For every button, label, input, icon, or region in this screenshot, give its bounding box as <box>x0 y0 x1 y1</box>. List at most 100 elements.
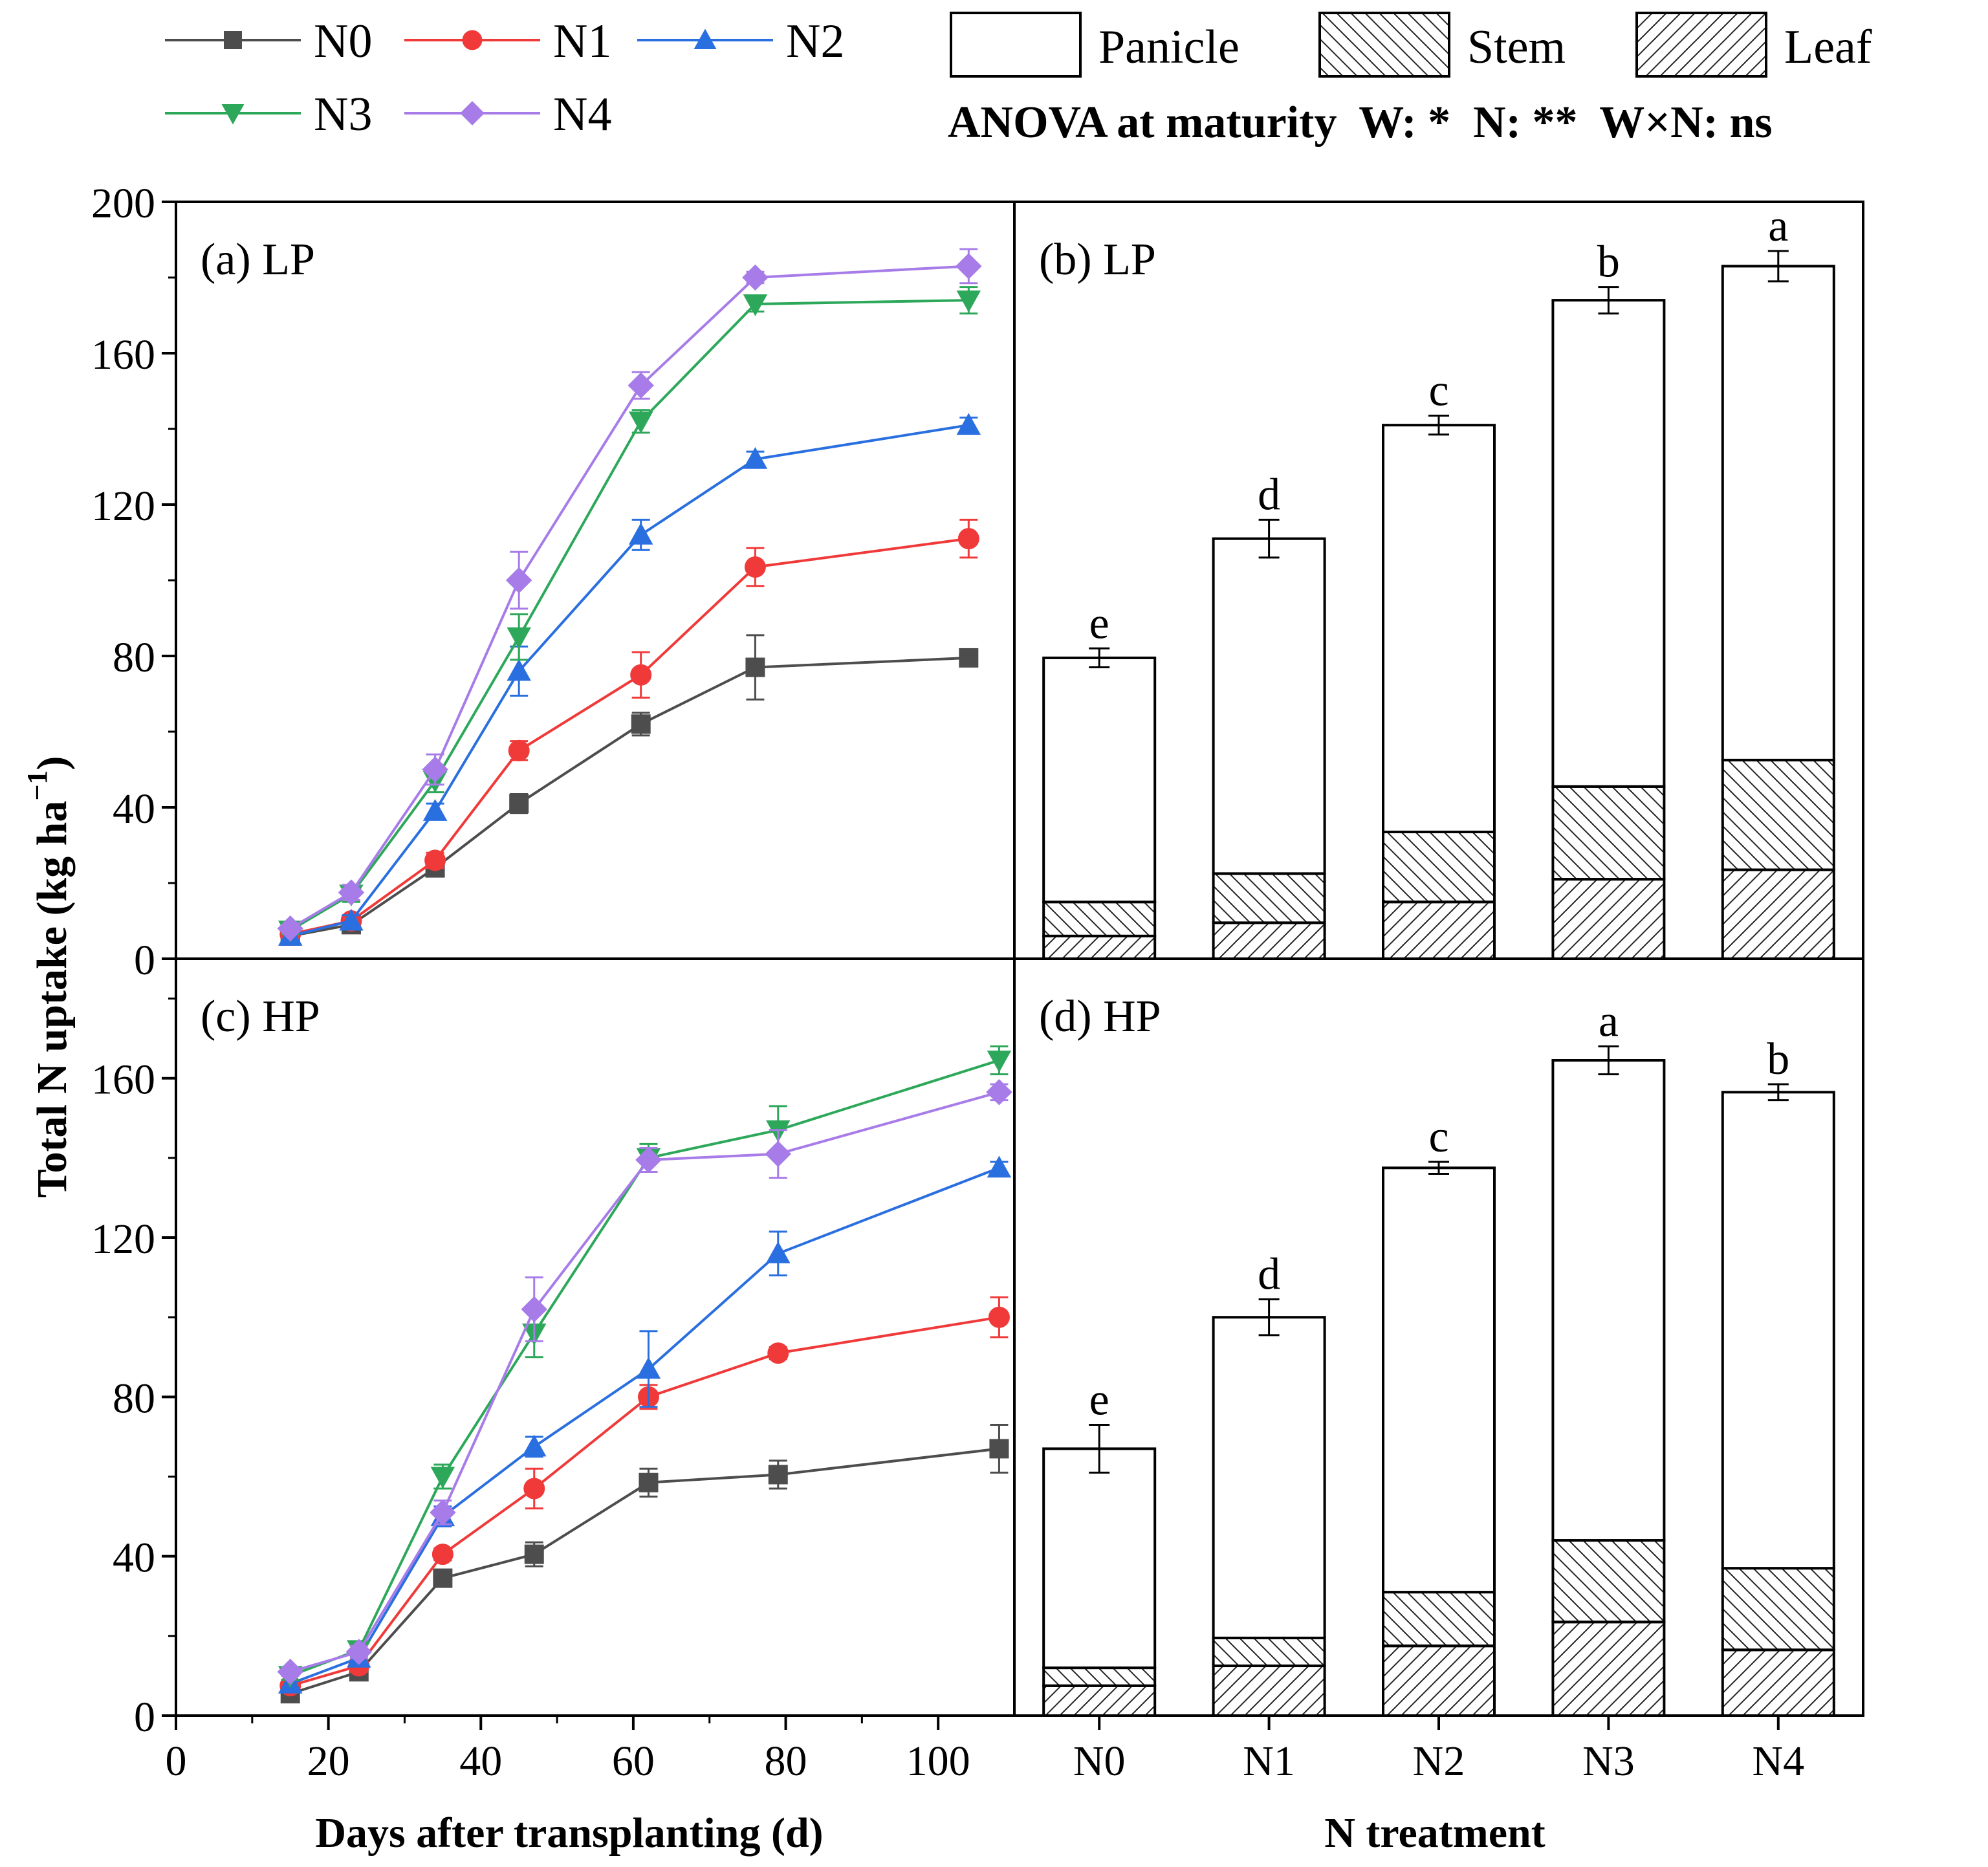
series-N2 <box>278 413 981 946</box>
x-tick-label: N2 <box>1413 1738 1465 1785</box>
panel-2: (b) LP e d c b a <box>1013 201 1864 961</box>
bar-segment-panicle <box>1212 1316 1326 1639</box>
legend-label-N2: N2 <box>786 15 844 68</box>
bar-segment-panicle <box>1551 299 1666 788</box>
legend-swatch-leaf <box>1635 12 1767 78</box>
series-line-N4 <box>289 265 969 930</box>
bar-segment-leaf <box>1212 921 1326 961</box>
legend-label-panicle: Panicle <box>1098 21 1240 74</box>
bar-segment-stem <box>1551 785 1666 881</box>
bar-segment-leaf <box>1721 1648 1835 1718</box>
bar-segment-panicle <box>1042 656 1157 904</box>
error-bar <box>1767 1083 1789 1102</box>
series-line-N1 <box>290 537 969 935</box>
data-point <box>430 1499 456 1526</box>
panel-label: (c) HP <box>201 992 320 1042</box>
y-tick-label: 80 <box>113 634 155 681</box>
data-point <box>959 648 979 668</box>
legend-label-N4: N4 <box>553 88 611 141</box>
bar-segment-stem <box>1721 758 1835 871</box>
series-line-N3 <box>289 299 969 932</box>
bar-group-N4: b <box>1721 1034 1835 1718</box>
bar-segment-panicle <box>1551 1059 1666 1542</box>
legend-marker-N3 <box>221 104 245 125</box>
series-N2 <box>278 1155 1012 1694</box>
data-point <box>744 556 766 578</box>
panel-label: (a) LP <box>201 235 315 285</box>
data-point <box>422 756 448 783</box>
data-point <box>431 1544 453 1566</box>
bar-segment-leaf <box>1551 878 1666 961</box>
bar-segment-stem <box>1721 1567 1835 1652</box>
bar-segment-leaf <box>1382 901 1496 960</box>
data-point <box>521 1296 547 1323</box>
bar-segment-stem <box>1212 1636 1326 1668</box>
data-point <box>523 1478 545 1500</box>
error-bar <box>1089 1423 1110 1474</box>
data-point <box>521 1434 547 1457</box>
data-point <box>505 567 532 594</box>
anova-annotation: ANOVA at maturity W: * N: ** W×N: ns <box>948 98 1773 147</box>
x-tick-label: N1 <box>1243 1738 1295 1785</box>
y-tick-label: 40 <box>113 1534 155 1582</box>
legend-label-N1: N1 <box>553 15 611 68</box>
bar-segment-stem <box>1382 831 1496 904</box>
data-point <box>743 447 768 469</box>
data-point <box>767 1342 789 1364</box>
legend-label-stem: Stem <box>1467 21 1566 74</box>
series-line-N2 <box>290 1166 1000 1685</box>
data-point <box>345 1639 373 1665</box>
panel-label: (d) HP <box>1039 992 1161 1042</box>
legend-swatch-stem <box>1318 12 1450 78</box>
data-point <box>639 1472 659 1492</box>
data-point <box>631 714 651 734</box>
error-bar <box>1428 1161 1449 1175</box>
significance-letter: a <box>1599 996 1619 1046</box>
data-point <box>957 528 979 550</box>
data-point <box>277 1659 303 1685</box>
significance-letter: e <box>1089 1375 1109 1425</box>
panel-label: (b) LP <box>1039 235 1156 285</box>
significance-letter: b <box>1767 1034 1789 1084</box>
data-point <box>507 627 531 650</box>
bar-segment-leaf <box>1551 1621 1666 1718</box>
data-point <box>989 1439 1009 1459</box>
data-point <box>628 372 654 399</box>
data-point <box>433 1568 453 1588</box>
series-N4 <box>277 248 982 942</box>
data-point <box>956 413 981 435</box>
panel-frame <box>175 957 1016 1717</box>
bar-segment-panicle <box>1382 424 1496 834</box>
significance-letter: e <box>1089 598 1109 648</box>
bar-legend: Panicle Stem Leaf <box>950 12 1872 78</box>
bar-segment-panicle <box>1042 1447 1157 1670</box>
bar-segment-stem <box>1042 901 1157 937</box>
error-bar <box>1598 1045 1619 1076</box>
legend-marker-N4 <box>460 101 485 126</box>
data-point <box>765 1141 792 1167</box>
series-N4 <box>277 1079 1012 1685</box>
significance-letter: c <box>1428 366 1448 416</box>
significance-letter: c <box>1428 1112 1448 1162</box>
data-point <box>430 1467 455 1489</box>
series-line-N4 <box>290 1091 999 1674</box>
error-bar <box>1767 250 1789 283</box>
bar-segment-leaf <box>1042 934 1157 961</box>
legend-marker-N2 <box>694 28 717 49</box>
data-point <box>635 1146 662 1174</box>
y-axis-title-close: ) <box>28 756 76 770</box>
data-point <box>339 908 364 931</box>
data-point <box>509 794 529 814</box>
data-point <box>277 915 303 942</box>
legend-label-N0: N0 <box>314 15 372 68</box>
error-bar <box>1598 286 1619 315</box>
data-point <box>986 1079 1012 1106</box>
y-tick-label: 0 <box>134 1694 155 1741</box>
y-tick-label: 40 <box>113 785 155 833</box>
x-tick-label: N3 <box>1582 1738 1635 1785</box>
bar-segment-panicle <box>1721 265 1835 761</box>
data-point <box>628 523 653 545</box>
legend-marker-N1 <box>462 30 483 50</box>
data-point <box>424 849 446 871</box>
data-point <box>988 1306 1010 1328</box>
